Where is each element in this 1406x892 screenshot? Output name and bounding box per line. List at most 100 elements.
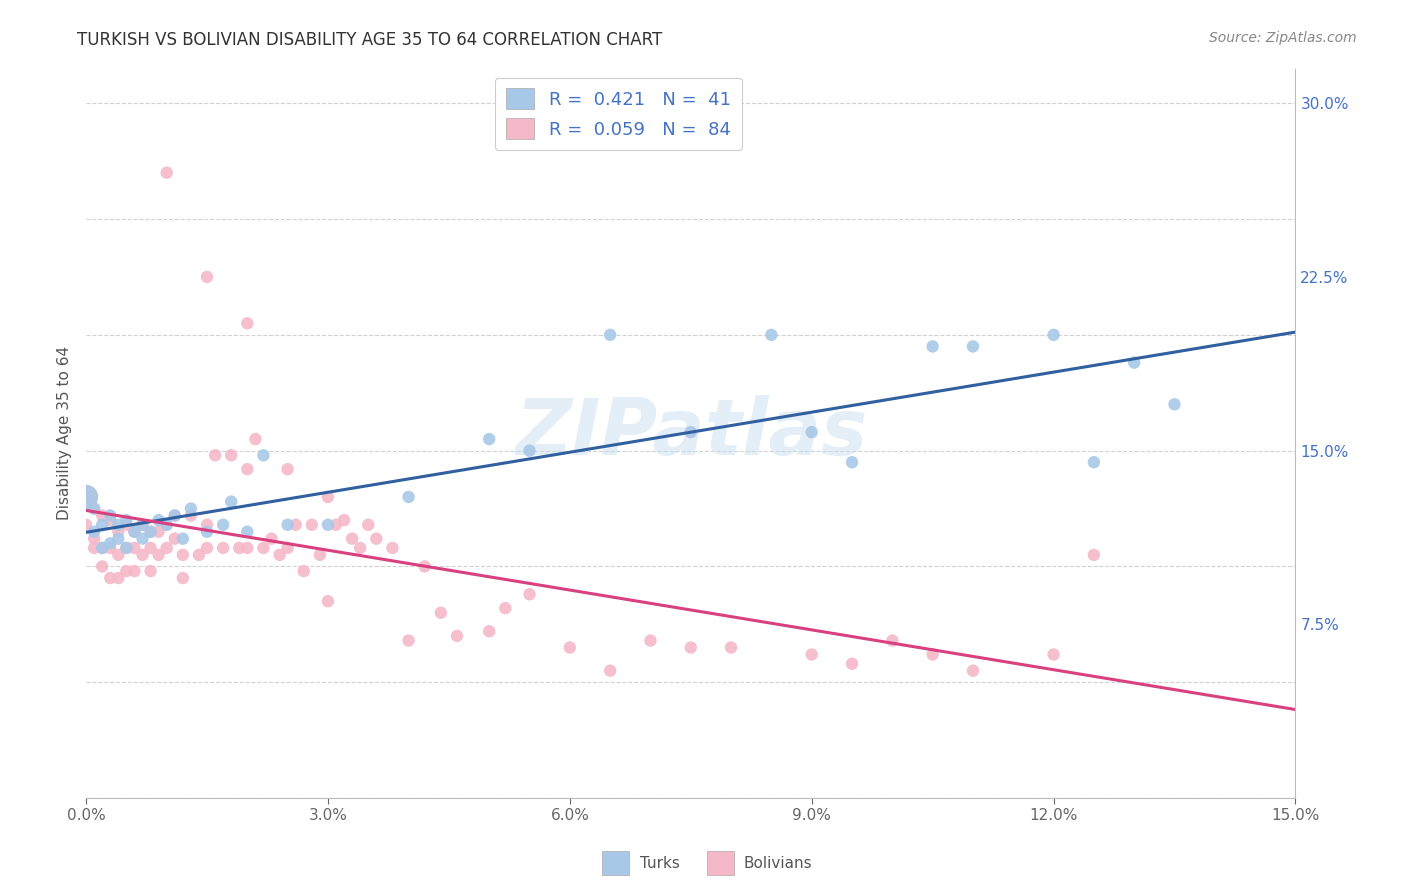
Point <box>204 448 226 462</box>
Point <box>131 517 153 532</box>
Point <box>83 532 105 546</box>
Point <box>163 508 186 523</box>
Legend: R =  0.421   N =  41, R =  0.059   N =  84: R = 0.421 N = 41, R = 0.059 N = 84 <box>495 78 742 150</box>
Point <box>236 524 259 539</box>
Point <box>1042 648 1064 662</box>
Point <box>252 448 274 462</box>
Point <box>75 517 97 532</box>
Point <box>430 606 453 620</box>
Point <box>599 664 621 678</box>
Y-axis label: Disability Age 35 to 64: Disability Age 35 to 64 <box>58 346 72 520</box>
Point <box>98 513 121 527</box>
Point <box>841 657 863 671</box>
Point <box>83 524 105 539</box>
Text: ZIPatlas: ZIPatlas <box>515 395 868 471</box>
Point <box>124 541 146 555</box>
Point <box>316 517 339 532</box>
Point <box>316 490 339 504</box>
Text: Turks: Turks <box>640 855 681 871</box>
Point <box>91 541 114 555</box>
Point <box>98 508 121 523</box>
Point <box>1042 327 1064 342</box>
Point <box>962 664 984 678</box>
Point <box>1083 548 1105 562</box>
Point <box>228 541 250 555</box>
Point <box>921 648 943 662</box>
Point <box>83 501 105 516</box>
Point <box>98 571 121 585</box>
Point <box>115 541 138 555</box>
Point <box>277 517 299 532</box>
Point <box>195 541 218 555</box>
Point <box>340 532 363 546</box>
Point <box>236 462 259 476</box>
Point <box>131 548 153 562</box>
Point <box>519 587 541 601</box>
Point <box>139 524 162 539</box>
Point <box>83 501 105 516</box>
Point <box>357 517 380 532</box>
Point <box>309 548 332 562</box>
Point <box>124 564 146 578</box>
Point <box>478 624 501 639</box>
Point <box>195 517 218 532</box>
Point <box>269 548 291 562</box>
Point <box>478 432 501 446</box>
Point <box>75 490 97 504</box>
Point <box>446 629 468 643</box>
Point <box>761 327 783 342</box>
Bar <box>707 851 734 875</box>
Point <box>882 633 904 648</box>
Point <box>398 633 420 648</box>
Point <box>212 517 235 532</box>
Point <box>252 541 274 555</box>
Point <box>91 517 114 532</box>
Point <box>156 166 179 180</box>
Point <box>156 541 179 555</box>
Point <box>172 548 194 562</box>
Point <box>83 541 105 555</box>
Point <box>236 316 259 330</box>
Point <box>1083 455 1105 469</box>
Point <box>260 532 283 546</box>
Point <box>115 517 138 532</box>
Point <box>284 517 307 532</box>
Point <box>180 508 202 523</box>
Point <box>172 532 194 546</box>
Point <box>494 601 516 615</box>
Point <box>325 517 347 532</box>
Point <box>195 269 218 284</box>
Point <box>107 571 129 585</box>
Point <box>195 524 218 539</box>
Point <box>316 594 339 608</box>
Point <box>156 517 179 532</box>
Point <box>720 640 742 655</box>
Point <box>148 513 170 527</box>
Point <box>413 559 436 574</box>
Point <box>333 513 356 527</box>
Point <box>139 541 162 555</box>
Point <box>98 536 121 550</box>
Point <box>124 524 146 539</box>
Point <box>1123 356 1146 370</box>
Point <box>349 541 371 555</box>
Point <box>107 532 129 546</box>
Point <box>236 541 259 555</box>
Point <box>640 633 662 648</box>
Point <box>131 517 153 532</box>
Point <box>841 455 863 469</box>
Point <box>212 541 235 555</box>
Point <box>107 548 129 562</box>
Point <box>163 532 186 546</box>
Text: Source: ZipAtlas.com: Source: ZipAtlas.com <box>1209 31 1357 45</box>
Point <box>139 564 162 578</box>
Point <box>679 640 702 655</box>
Point <box>131 532 153 546</box>
Point <box>921 339 943 353</box>
Point <box>187 548 209 562</box>
Point <box>277 541 299 555</box>
Point <box>91 559 114 574</box>
Point <box>75 490 97 504</box>
Point <box>163 508 186 523</box>
Point <box>277 462 299 476</box>
